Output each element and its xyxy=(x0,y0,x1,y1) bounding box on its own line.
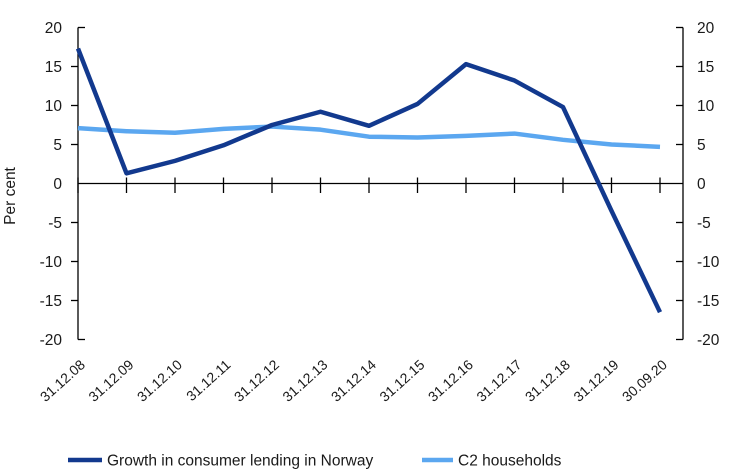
left-y-tick-label: -20 xyxy=(40,332,63,349)
x-tick-label: 30.09.20 xyxy=(619,356,670,404)
right-y-tick-label: -5 xyxy=(697,215,711,232)
legend-item-growth-consumer-lending: Growth in consumer lending in Norway xyxy=(68,453,373,470)
right-y-tick-label: 0 xyxy=(697,176,706,193)
right-y-tick-label: -15 xyxy=(697,293,719,310)
left-y-tick-label: 5 xyxy=(53,137,62,154)
x-tick-label: 31.12.16 xyxy=(425,356,476,404)
legend-label-growth-consumer-lending: Growth in consumer lending in Norway xyxy=(107,453,373,470)
right-y-tick-label: 20 xyxy=(697,20,715,37)
left-y-tick-label: 15 xyxy=(45,59,62,76)
x-tick-label: 31.12.19 xyxy=(570,356,621,404)
x-tick-label: 31.12.10 xyxy=(134,356,185,404)
left-y-tick-label: -10 xyxy=(40,254,63,271)
right-y-tick-label: -20 xyxy=(697,332,720,349)
left-y-tick-label: -15 xyxy=(40,293,62,310)
legend: Growth in consumer lending in Norway C2 … xyxy=(68,453,562,470)
x-tick-label: 31.12.13 xyxy=(279,356,330,404)
x-tick-label: 31.12.17 xyxy=(473,356,524,404)
left-y-tick-label: 10 xyxy=(45,98,63,115)
plot-area: 20 20 15 15 10 10 5 5 0 0 -5 -5 -10 -10 -15 -15 -20 -20 31… xyxy=(37,20,720,405)
left-y-tick-label: 0 xyxy=(53,176,62,193)
right-y-tick-label: -10 xyxy=(697,254,720,271)
y-axis-title: Per cent xyxy=(2,166,19,224)
x-tick-label: 31.12.08 xyxy=(37,356,88,404)
right-y-tick-label: 15 xyxy=(697,59,714,76)
legend-label-c2-households: C2 households xyxy=(458,453,562,470)
left-y-tick-label: -5 xyxy=(48,215,62,232)
x-tick-label: 31.12.11 xyxy=(183,356,234,404)
right-y-tick-label: 10 xyxy=(697,98,715,115)
series-line-0 xyxy=(75,47,663,314)
series-line-1 xyxy=(77,124,661,150)
x-tick-label: 31.12.15 xyxy=(376,356,427,404)
x-tick-label: 31.12.12 xyxy=(231,356,282,404)
x-tick-label: 31.12.14 xyxy=(328,356,379,404)
left-y-tick-label: 20 xyxy=(45,20,63,37)
legend-item-c2-households: C2 households xyxy=(422,453,562,470)
x-tick-label: 31.12.09 xyxy=(85,356,136,404)
x-tick-label: 31.12.18 xyxy=(522,356,573,404)
right-y-tick-label: 5 xyxy=(697,137,706,154)
